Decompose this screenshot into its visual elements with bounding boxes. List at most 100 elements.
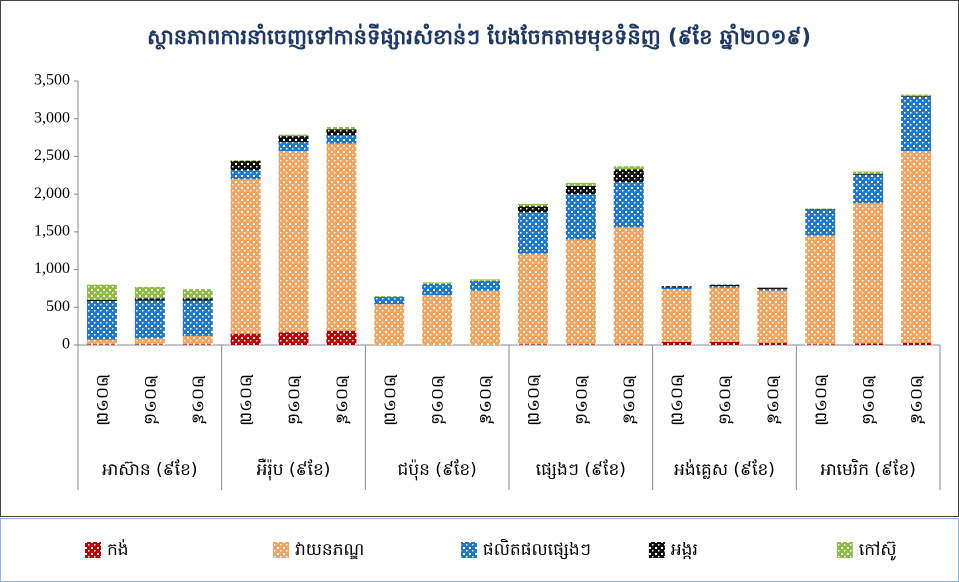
legend-swatch bbox=[648, 542, 665, 558]
legend-swatch bbox=[836, 542, 853, 558]
bar-segment bbox=[709, 287, 740, 342]
bar-segment bbox=[901, 342, 932, 345]
bar-segment bbox=[661, 286, 692, 288]
bar-segment bbox=[278, 134, 309, 137]
x-tick-label: ២០១៨ bbox=[858, 375, 878, 425]
x-tick-label: ២០១៧ bbox=[810, 374, 830, 426]
bar-segment bbox=[86, 339, 117, 345]
bar-segment bbox=[613, 182, 644, 228]
x-tick-label: ២០១៩ bbox=[906, 375, 926, 425]
legend-label: អង្ករ bbox=[671, 540, 698, 560]
x-tick-label: ២០១៧ bbox=[92, 374, 112, 426]
bar-segment bbox=[326, 129, 357, 136]
x-tick-label: ២០១៩ bbox=[475, 375, 495, 425]
x-tick-label: ២០១៩ bbox=[619, 375, 639, 425]
group-label: អង់គ្លេស (៩ខែ) bbox=[674, 458, 775, 480]
bar-segment bbox=[422, 295, 453, 345]
x-tick-label: ២០១៧ bbox=[667, 374, 687, 426]
bar-segment bbox=[230, 160, 261, 171]
bar-segment bbox=[86, 301, 117, 340]
bar-segment bbox=[86, 299, 117, 302]
bar-segment bbox=[517, 253, 548, 345]
x-tick-label: ២០១៧ bbox=[236, 374, 256, 426]
group-label: អាស៊ាន (៩ខែ) bbox=[102, 459, 197, 480]
bar-segment bbox=[517, 206, 548, 213]
bar-segment bbox=[757, 290, 788, 343]
group-label: អាមេរិក (៩ខែ) bbox=[820, 458, 915, 480]
bar-segment bbox=[278, 136, 309, 143]
bar-segment bbox=[230, 170, 261, 180]
bar-segment bbox=[470, 280, 501, 291]
bar-segment bbox=[86, 344, 117, 345]
bar-segment bbox=[326, 330, 357, 345]
bar-segment bbox=[757, 342, 788, 345]
bar-segment bbox=[230, 160, 261, 161]
bar-segment bbox=[326, 143, 357, 331]
y-tick-label: 3,500 bbox=[34, 72, 70, 89]
legend-border bbox=[0, 518, 959, 582]
bar-segment bbox=[422, 282, 453, 284]
bar-segment bbox=[613, 227, 644, 345]
x-tick-label: ២០១៩ bbox=[188, 375, 208, 425]
legend-label: កៅស៊ូ bbox=[859, 540, 897, 561]
bar-segment bbox=[517, 344, 548, 345]
x-tick-label: ២០១៩ bbox=[331, 375, 351, 425]
bar-segment bbox=[565, 194, 596, 240]
bar-segment bbox=[278, 142, 309, 152]
bar-segment bbox=[661, 289, 692, 342]
bar-segment bbox=[901, 96, 932, 152]
bar-segment bbox=[853, 171, 884, 174]
bar-segment bbox=[374, 296, 405, 305]
x-tick-label: ២០១៨ bbox=[140, 375, 160, 425]
y-tick-label: 2,500 bbox=[34, 147, 70, 164]
bar-segment bbox=[853, 173, 884, 175]
legend-swatch bbox=[85, 542, 101, 558]
bar-segment bbox=[757, 287, 788, 290]
bar-segment bbox=[709, 284, 740, 287]
x-tick-label: ២០១៨ bbox=[284, 375, 304, 425]
group-label: អឺរ៉ុប (៩ខែ) bbox=[257, 458, 331, 481]
bar-segment bbox=[230, 179, 261, 334]
bar-segment bbox=[853, 343, 884, 345]
bar-segment bbox=[134, 286, 165, 299]
bar-segment bbox=[565, 239, 596, 345]
legend-swatch bbox=[272, 542, 289, 558]
legend-label: ផលិតផលផ្សេងៗ bbox=[483, 538, 591, 560]
bar-segment bbox=[805, 344, 836, 345]
bar-segment bbox=[134, 298, 165, 301]
bar-segment bbox=[470, 279, 501, 281]
bar-segment bbox=[901, 94, 932, 97]
bar-segment bbox=[901, 96, 932, 97]
bar-segment bbox=[661, 341, 692, 345]
bar-segment bbox=[182, 344, 213, 345]
bar-segment bbox=[134, 300, 165, 339]
bar-segment bbox=[182, 289, 213, 299]
x-tick-label: ២០១៩ bbox=[762, 375, 782, 425]
y-tick-label: 1,000 bbox=[34, 260, 70, 277]
legend-label: កង់ bbox=[107, 538, 129, 560]
bar-segment bbox=[901, 151, 932, 343]
bar-segment bbox=[565, 185, 596, 195]
x-tick-label: ២០១៧ bbox=[379, 374, 399, 426]
bar-segment bbox=[613, 166, 644, 170]
bar-segment bbox=[853, 203, 884, 344]
bar-segment bbox=[326, 127, 357, 130]
bar-segment bbox=[853, 174, 884, 204]
bar-segment bbox=[278, 151, 309, 333]
bar-segment bbox=[517, 203, 548, 207]
bar-segment bbox=[470, 290, 501, 345]
x-tick-label: ២០១៨ bbox=[427, 375, 447, 425]
chart-border bbox=[0, 0, 959, 517]
bar-segment bbox=[613, 169, 644, 183]
group-label: ផ្សេងៗ (៩ខែ) bbox=[536, 459, 626, 480]
bar-segment bbox=[134, 338, 165, 345]
bar-segment bbox=[326, 135, 357, 144]
bar-segment bbox=[278, 332, 309, 345]
bar-segment bbox=[374, 304, 405, 345]
bar-segment bbox=[805, 208, 836, 210]
x-tick-label: ២០១៨ bbox=[571, 375, 591, 425]
y-tick-label: 0 bbox=[62, 336, 70, 353]
bar-segment bbox=[805, 209, 836, 210]
